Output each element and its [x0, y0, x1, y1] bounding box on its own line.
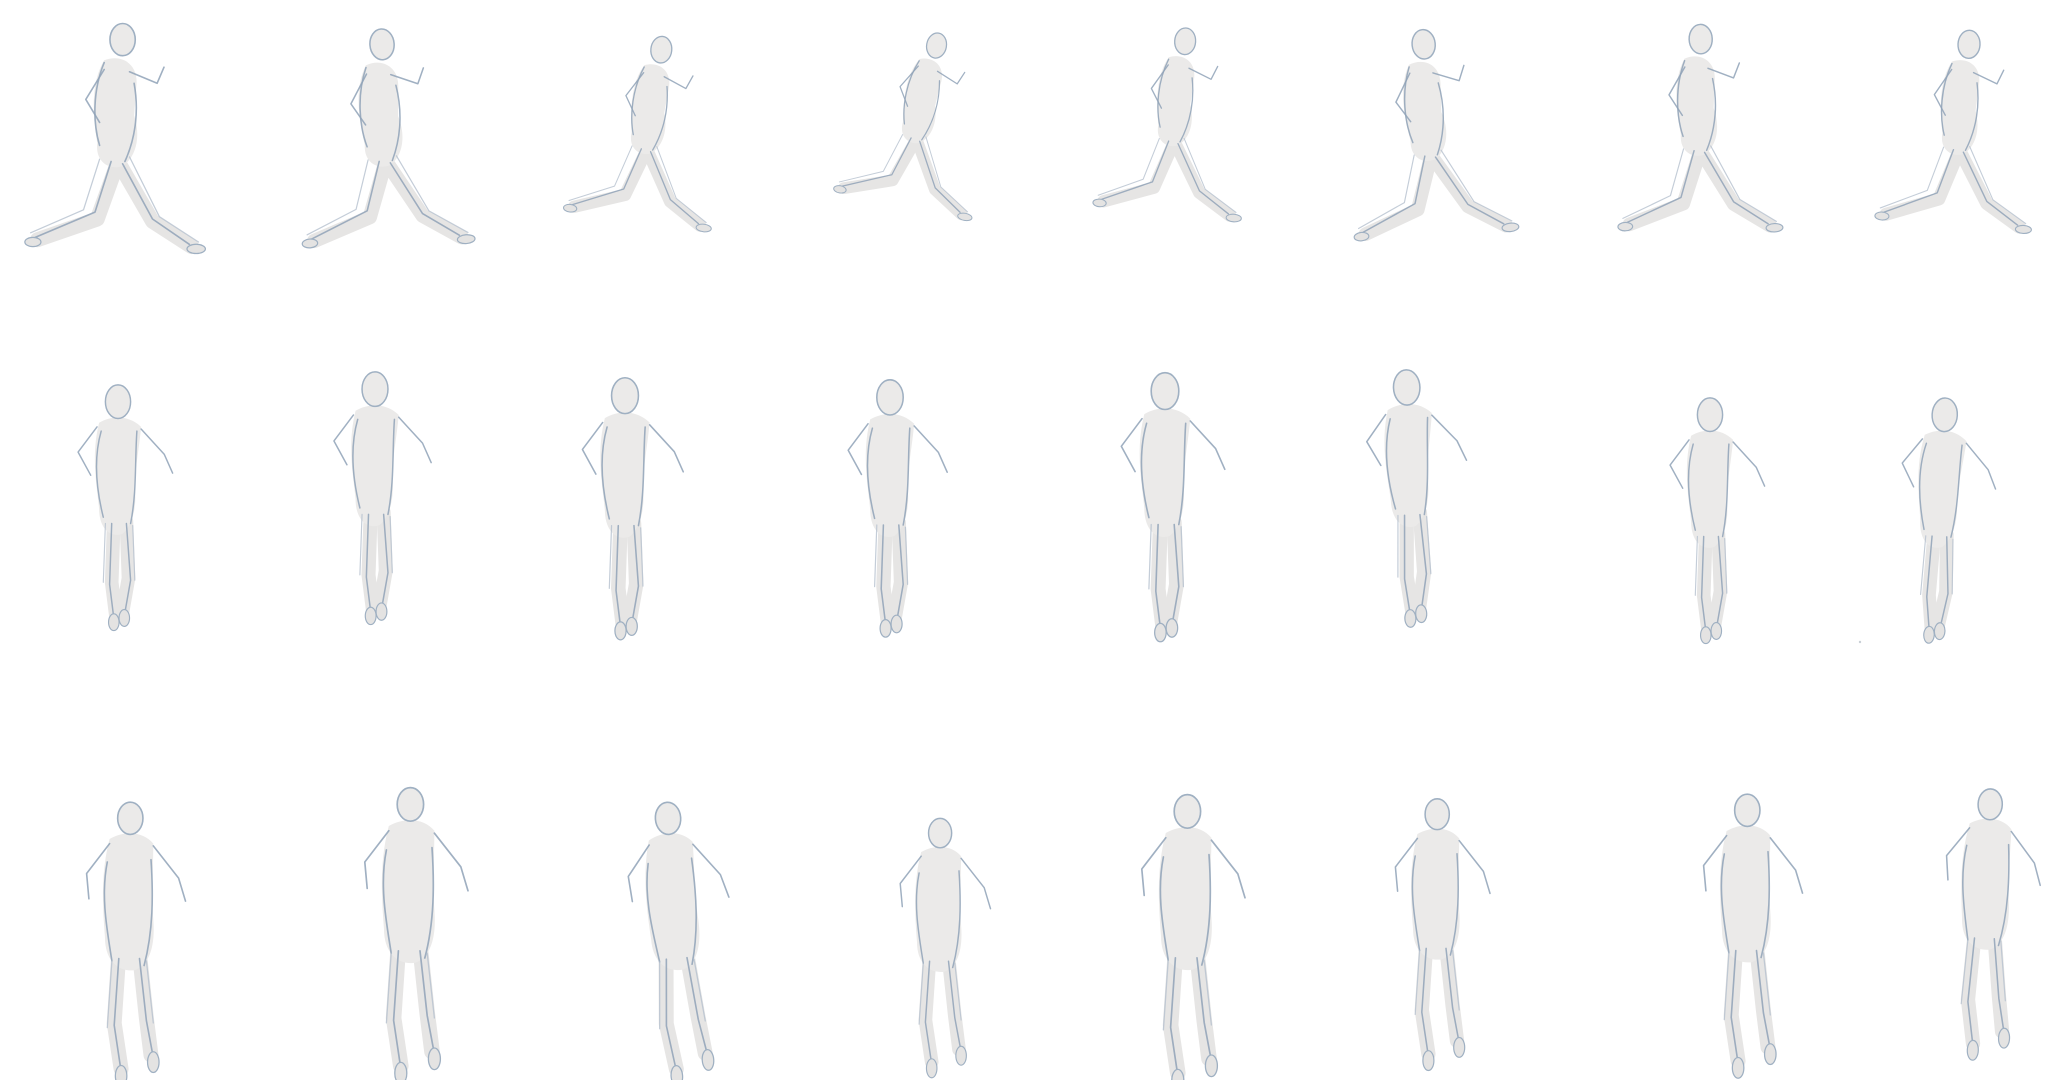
- figure-front-6: [1364, 368, 1472, 629]
- figure-row-back: [87, 787, 2044, 1080]
- figure-back-7: [1704, 794, 1803, 1078]
- figure-back-1: [87, 802, 186, 1080]
- figure-front-8: [1893, 396, 2000, 646]
- figure-back-2: [365, 788, 468, 1080]
- figure-side-6: [1333, 22, 1519, 248]
- stray-mark: [1859, 641, 1861, 643]
- figure-side-3: [563, 28, 731, 233]
- figure-front-3: [582, 378, 683, 640]
- figure-side-7: [1611, 22, 1783, 238]
- figure-back-6: [1395, 799, 1490, 1071]
- figure-front-1: [78, 385, 172, 631]
- figure-back-5: [1142, 795, 1245, 1080]
- figure-back-4: [900, 818, 990, 1077]
- figure-front-2: [334, 372, 431, 625]
- figure-front-4: [848, 380, 947, 637]
- figure-back-8: [1939, 787, 2043, 1062]
- figure-side-5: [1092, 22, 1254, 222]
- figure-row-front: [78, 368, 2000, 646]
- figure-side-4: [832, 20, 1002, 222]
- figure-side-2: [288, 23, 476, 255]
- figure-front-7: [1670, 398, 1765, 644]
- figure-side-1: [25, 24, 206, 254]
- figure-back-3: [623, 798, 741, 1080]
- figure-side-8: [1874, 26, 2041, 234]
- figure-row-side: [25, 20, 2042, 255]
- figure-front-5: [1121, 373, 1225, 642]
